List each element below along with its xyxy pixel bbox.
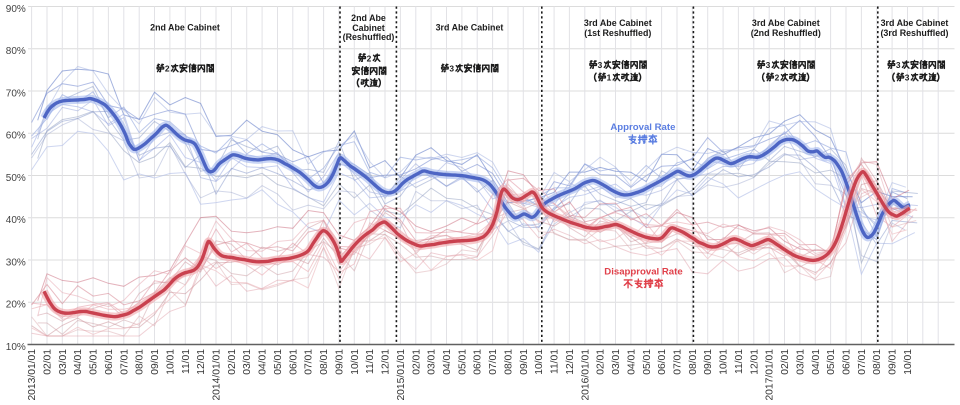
svg-text:03/01: 03/01 xyxy=(611,349,622,375)
svg-text:Disapproval Rate: Disapproval Rate xyxy=(604,267,682,278)
svg-text:3rd Abe Cabinet: 3rd Abe Cabinet xyxy=(881,18,949,28)
svg-text:(1st Reshuffled): (1st Reshuffled) xyxy=(584,28,651,38)
svg-text:12/01: 12/01 xyxy=(196,349,207,375)
svg-text:2013/01/01: 2013/01/01 xyxy=(27,349,38,400)
svg-text:2016/01/01: 2016/01/01 xyxy=(580,349,591,400)
svg-text:3: 3 xyxy=(598,60,603,70)
svg-text:06/01: 06/01 xyxy=(657,349,668,375)
svg-text:08/01: 08/01 xyxy=(319,349,330,375)
svg-text:08/01: 08/01 xyxy=(688,349,699,375)
svg-text:10/01: 10/01 xyxy=(903,349,914,375)
svg-text:10/01: 10/01 xyxy=(534,349,545,375)
svg-text:09/01: 09/01 xyxy=(334,349,345,375)
svg-text:90%: 90% xyxy=(6,4,26,15)
svg-text:03/01: 03/01 xyxy=(427,349,438,375)
svg-text:05/01: 05/01 xyxy=(89,349,100,375)
svg-text:09/01: 09/01 xyxy=(150,349,161,375)
svg-text:2: 2 xyxy=(367,53,372,63)
svg-text:07/01: 07/01 xyxy=(672,349,683,375)
svg-text:02/01: 02/01 xyxy=(42,349,53,375)
svg-text:04/01: 04/01 xyxy=(258,349,269,375)
svg-text:09/01: 09/01 xyxy=(519,349,530,375)
svg-text:09/01: 09/01 xyxy=(888,349,899,375)
svg-text:06/01: 06/01 xyxy=(104,349,115,375)
svg-text:Cabinet: Cabinet xyxy=(352,23,385,33)
svg-text:05/01: 05/01 xyxy=(826,349,837,375)
svg-text:2015/01/01: 2015/01/01 xyxy=(396,349,407,400)
svg-text:2017/01/01: 2017/01/01 xyxy=(765,349,776,400)
svg-text:10/01: 10/01 xyxy=(719,349,730,375)
svg-text:08/01: 08/01 xyxy=(872,349,883,375)
svg-text:02/01: 02/01 xyxy=(596,349,607,375)
svg-text:20%: 20% xyxy=(6,300,26,311)
svg-text:40%: 40% xyxy=(6,215,26,226)
svg-text:11/01: 11/01 xyxy=(365,349,376,374)
svg-text:10%: 10% xyxy=(6,342,26,353)
svg-text:03/01: 03/01 xyxy=(795,349,806,375)
svg-text:11/01: 11/01 xyxy=(181,349,192,374)
svg-text:06/01: 06/01 xyxy=(288,349,299,375)
svg-text:(Reshuffled): (Reshuffled) xyxy=(343,32,395,42)
svg-text:05/01: 05/01 xyxy=(273,349,284,375)
svg-text:02/01: 02/01 xyxy=(780,349,791,375)
svg-text:06/01: 06/01 xyxy=(842,349,853,375)
svg-text:3: 3 xyxy=(905,73,910,83)
svg-text:10/01: 10/01 xyxy=(165,349,176,375)
svg-text:08/01: 08/01 xyxy=(503,349,514,375)
svg-text:Approval Rate: Approval Rate xyxy=(610,122,675,133)
svg-text:60%: 60% xyxy=(6,131,26,142)
svg-text:3rd Abe Cabinet: 3rd Abe Cabinet xyxy=(584,18,652,28)
svg-text:06/01: 06/01 xyxy=(473,349,484,375)
svg-text:05/01: 05/01 xyxy=(457,349,468,375)
svg-text:3: 3 xyxy=(766,60,771,70)
svg-text:09/01: 09/01 xyxy=(703,349,714,375)
svg-text:50%: 50% xyxy=(6,173,26,184)
svg-text:07/01: 07/01 xyxy=(119,349,130,375)
svg-text:2nd Abe: 2nd Abe xyxy=(351,13,386,23)
svg-text:80%: 80% xyxy=(6,46,26,57)
svg-text:12/01: 12/01 xyxy=(565,349,576,375)
svg-text:2014/01/01: 2014/01/01 xyxy=(211,349,222,400)
svg-text:2: 2 xyxy=(165,64,170,74)
svg-text:3rd Abe Cabinet: 3rd Abe Cabinet xyxy=(752,18,820,28)
svg-text:05/01: 05/01 xyxy=(642,349,653,375)
svg-text:3: 3 xyxy=(896,60,901,70)
svg-text:07/01: 07/01 xyxy=(304,349,315,375)
svg-text:08/01: 08/01 xyxy=(135,349,146,375)
svg-text:1: 1 xyxy=(607,73,612,83)
svg-text:3: 3 xyxy=(449,64,454,74)
svg-text:3rd Abe Cabinet: 3rd Abe Cabinet xyxy=(436,22,504,32)
svg-text:04/01: 04/01 xyxy=(442,349,453,375)
svg-text:02/01: 02/01 xyxy=(411,349,422,375)
svg-text:2: 2 xyxy=(775,73,780,83)
svg-text:03/01: 03/01 xyxy=(242,349,253,375)
svg-text:03/01: 03/01 xyxy=(58,349,69,375)
svg-text:2nd Abe Cabinet: 2nd Abe Cabinet xyxy=(150,22,220,32)
svg-text:04/01: 04/01 xyxy=(73,349,84,375)
svg-text:11/01: 11/01 xyxy=(550,349,561,374)
svg-text:07/01: 07/01 xyxy=(488,349,499,375)
svg-text:10/01: 10/01 xyxy=(350,349,361,375)
svg-text:12/01: 12/01 xyxy=(749,349,760,375)
svg-text:04/01: 04/01 xyxy=(626,349,637,375)
svg-text:(2nd Reshuffled): (2nd Reshuffled) xyxy=(751,28,821,38)
svg-text:70%: 70% xyxy=(6,88,26,99)
svg-text:30%: 30% xyxy=(6,257,26,268)
svg-text:04/01: 04/01 xyxy=(811,349,822,375)
svg-text:07/01: 07/01 xyxy=(857,349,868,375)
svg-text:02/01: 02/01 xyxy=(227,349,238,375)
svg-text:12/01: 12/01 xyxy=(381,349,392,375)
svg-text:(3rd Reshuffled): (3rd Reshuffled) xyxy=(880,28,948,38)
svg-text:11/01: 11/01 xyxy=(734,349,745,374)
